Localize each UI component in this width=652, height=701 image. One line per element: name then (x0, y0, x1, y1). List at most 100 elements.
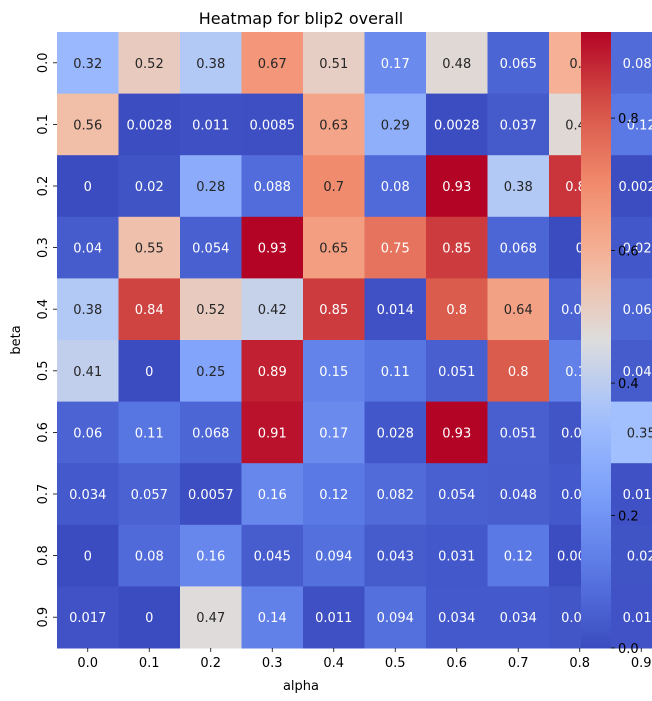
heatmap-cell (487, 32, 550, 95)
heatmap-cell-label: 0 (576, 242, 584, 257)
heatmap-cell-label: 0.014 (377, 303, 414, 318)
colorbar-tick-label: 0.6 (618, 245, 639, 260)
heatmap-cell (180, 278, 242, 341)
heatmap-cell (487, 340, 550, 403)
heatmap-cell (610, 401, 652, 464)
heatmap-cell (303, 278, 365, 341)
heatmap-cell-label: 0.011 (192, 118, 229, 133)
heatmap-cell-label: 0.84 (135, 303, 164, 318)
colorbar (581, 32, 611, 648)
heatmap-cell (426, 340, 488, 403)
heatmap-cell-label: 0.068 (500, 242, 537, 257)
heatmap-cell-label: 0.082 (623, 57, 652, 72)
y-tick-label: 0.4 (36, 299, 51, 320)
heatmap-cell-label: 0.0028 (434, 118, 480, 133)
heatmap-cell (303, 216, 365, 279)
heatmap-cell (303, 155, 365, 218)
heatmap-cell (364, 463, 427, 526)
heatmap-cell (241, 401, 304, 464)
heatmap-cell (118, 463, 181, 526)
heatmap-cell-label: 0.38 (73, 303, 102, 318)
heatmap-cell (426, 524, 488, 587)
heatmap-cell (57, 463, 119, 526)
heatmap-cell (610, 155, 652, 218)
colorbar-tick-label: 0.8 (618, 112, 639, 127)
heatmap-cell (241, 32, 304, 95)
heatmap-cell-label: 0.0028 (127, 118, 173, 133)
heatmap-cell (241, 93, 304, 156)
colorbar-tick-label: 0.2 (618, 510, 639, 525)
heatmap-cell-label: 0 (84, 180, 92, 195)
heatmap-cell-label: 0.082 (377, 488, 414, 503)
x-tick-label: 0.7 (508, 656, 529, 671)
heatmap-cell-label: 0.06 (73, 426, 102, 441)
heatmap-cell (487, 93, 550, 156)
heatmap-cell-label: 0.054 (438, 488, 475, 503)
heatmap-cell (364, 340, 427, 403)
x-tick-label: 0.5 (385, 656, 406, 671)
heatmap-cell-label: 0.094 (377, 611, 414, 626)
heatmap-cell (426, 586, 488, 649)
heatmap-cell (426, 32, 488, 95)
heatmap-cell (57, 278, 119, 341)
heatmap-cell (180, 340, 242, 403)
heatmap-cell (241, 278, 304, 341)
heatmap-cell-label: 0.75 (381, 242, 410, 257)
heatmap-cell-label: 0.93 (442, 180, 471, 195)
heatmap-cell-label: 0.42 (258, 303, 287, 318)
x-tick-label: 0.1 (139, 656, 160, 671)
heatmap-cell-label: 0.51 (319, 57, 348, 72)
heatmap-cell (610, 463, 652, 526)
heatmap-cell-label: 0.028 (377, 426, 414, 441)
heatmap-cell-label: 0.08 (135, 550, 164, 565)
heatmap-cell-label: 0 (145, 365, 153, 380)
heatmap-cell (610, 278, 652, 341)
heatmap-cell (241, 586, 304, 649)
heatmap-cell-label: 0.043 (623, 365, 652, 380)
heatmap-cell-label: 0.89 (258, 365, 287, 380)
heatmap-cell-label: 0.0057 (188, 488, 234, 503)
heatmap-cell (364, 32, 427, 95)
heatmap-cell-label: 0.8 (446, 303, 467, 318)
heatmap-cell (118, 278, 181, 341)
heatmap-cell-label: 0.068 (192, 426, 229, 441)
heatmap-cell (118, 524, 181, 587)
heatmap-cell (364, 586, 427, 649)
heatmap-cell (57, 586, 119, 649)
heatmap-cell (241, 463, 304, 526)
heatmap-cell (118, 586, 181, 649)
heatmap-cell-label: 0.051 (500, 426, 537, 441)
heatmap-cell (180, 93, 242, 156)
heatmap-cell (118, 155, 181, 218)
heatmap-cell (426, 155, 488, 218)
heatmap-cell (364, 155, 427, 218)
heatmap-cell (487, 216, 550, 279)
heatmap-cell (610, 216, 652, 279)
heatmap-cell-label: 0.034 (500, 611, 537, 626)
heatmap-cell-label: 0.04 (73, 242, 102, 257)
heatmap-cell-label: 0.17 (381, 57, 410, 72)
heatmap-cell (426, 401, 488, 464)
heatmap-cell (364, 278, 427, 341)
heatmap-cell-label: 0.38 (504, 180, 533, 195)
heatmap-cell (180, 401, 242, 464)
heatmap-cell (57, 401, 119, 464)
x-tick-label: 0.0 (77, 656, 98, 671)
heatmap-cell-label: 0.028 (623, 242, 652, 257)
heatmap-cell-label: 0.057 (131, 488, 168, 503)
heatmap-cell-label: 0.8 (508, 365, 529, 380)
heatmap-cell (180, 32, 242, 95)
heatmap-cell (180, 524, 242, 587)
heatmap-cell (180, 216, 242, 279)
colorbar-tick-label: 0.0 (618, 642, 639, 657)
heatmap-cell-label: 0.043 (377, 550, 414, 565)
heatmap-cell-label: 0.63 (319, 118, 348, 133)
heatmap-cell-labels: 0.32 0.52 0.38 0.67 0.51 0.17 0.48 0.065 0.6 0.08… (69, 57, 652, 626)
heatmap-cell-label: 0.065 (500, 57, 537, 72)
heatmap-cell (303, 340, 365, 403)
heatmap-cell (57, 155, 119, 218)
heatmap-cell-label: 0.0085 (250, 118, 296, 133)
heatmap-cell-label: 0.52 (135, 57, 164, 72)
heatmap-cell (303, 463, 365, 526)
